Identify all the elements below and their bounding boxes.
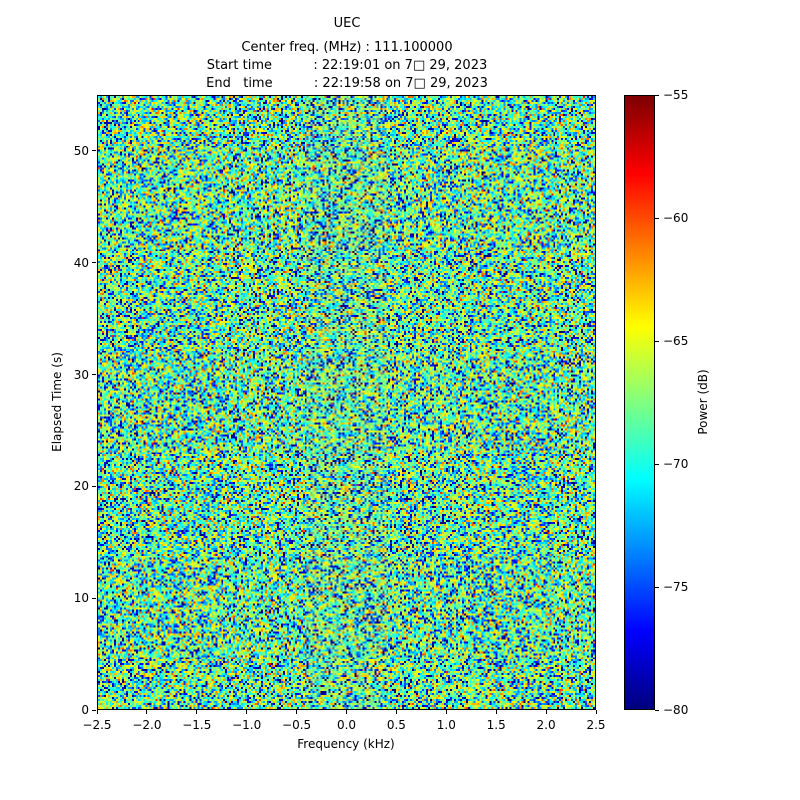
x-tick-mark: [545, 710, 547, 714]
y-tick-mark: [92, 485, 96, 487]
x-tick-mark: [595, 710, 597, 714]
x-tick-label: 2.0: [536, 718, 556, 732]
y-tick-label: 10: [73, 591, 89, 606]
x-axis-label: Frequency (kHz): [297, 737, 395, 751]
x-tick-label: 0.5: [386, 718, 406, 732]
colorbar-tick-label: −55: [663, 88, 689, 102]
x-tick-mark: [346, 710, 347, 714]
x-tick-mark: [196, 710, 198, 714]
chart-title: UEC: [333, 16, 361, 31]
x-tick-mark: [495, 710, 497, 714]
colorbar-tick-mark: [655, 340, 659, 342]
colorbar-tick-mark: [655, 463, 659, 465]
y-tick-label: 30: [73, 367, 89, 382]
y-tick-mark: [92, 262, 96, 264]
x-tick-mark: [445, 710, 447, 714]
colorbar-ticks: −55 −60 −65 −70 −75 −80: [655, 88, 715, 717]
x-tick-label: −0.5: [282, 718, 312, 732]
end-time-annotation: End time : 22:19:58 on 7□ 29, 2023: [206, 76, 488, 91]
x-tick-mark: [146, 710, 148, 714]
y-tick-mark: [92, 709, 96, 711]
y-tick-label: 40: [73, 255, 89, 270]
x-tick-label: 1.5: [486, 718, 506, 732]
x-tick-label: 1.0: [436, 718, 456, 732]
colorbar-canvas: [625, 96, 654, 709]
colorbar-label: Power (dB): [696, 369, 710, 435]
colorbar-tick-mark: [655, 217, 659, 219]
spectrogram-canvas: [98, 96, 595, 709]
x-tick-mark: [96, 710, 98, 714]
colorbar-tick-label: −60: [663, 211, 689, 225]
y-tick-mark: [92, 150, 96, 152]
y-tick-label: 50: [73, 143, 89, 158]
x-tick-label: 0.0: [336, 718, 357, 732]
y-tick-label: 20: [73, 479, 89, 494]
colorbar-tick-mark: [655, 94, 659, 96]
y-tick-label: 0: [81, 703, 89, 717]
x-tick-mark: [246, 710, 248, 714]
x-axis-ticks: −2.5 −2.0 −1.5 −1.0 −0.5 0.0 0.5 1.0 1.5 2.0 2.5: [82, 710, 606, 734]
colorbar-tick-label: −75: [663, 580, 689, 594]
x-tick-mark: [395, 710, 397, 714]
y-tick-mark: [92, 374, 96, 376]
start-time-annotation: Start time : 22:19:01 on 7□ 29, 2023: [206, 58, 488, 73]
colorbar-tick-mark: [655, 709, 659, 711]
colorbar-tick-label: −80: [663, 703, 689, 717]
x-tick-label: −1.0: [232, 718, 262, 732]
plot-frame: [97, 95, 596, 710]
y-axis-label: Elapsed Time (s): [50, 352, 64, 452]
colorbar: [624, 95, 655, 710]
colorbar-tick-label: −70: [663, 457, 689, 471]
x-tick-label: −1.5: [182, 718, 212, 732]
x-tick-label: 2.5: [586, 718, 606, 732]
x-tick-label: −2.0: [132, 718, 162, 732]
colorbar-tick-label: −65: [663, 334, 689, 348]
center-freq-annotation: Center freq. (MHz) : 111.100000: [241, 40, 453, 55]
x-tick-mark: [296, 710, 298, 714]
y-tick-mark: [92, 597, 96, 599]
colorbar-tick-mark: [655, 586, 659, 588]
x-tick-label: −2.5: [82, 718, 112, 732]
